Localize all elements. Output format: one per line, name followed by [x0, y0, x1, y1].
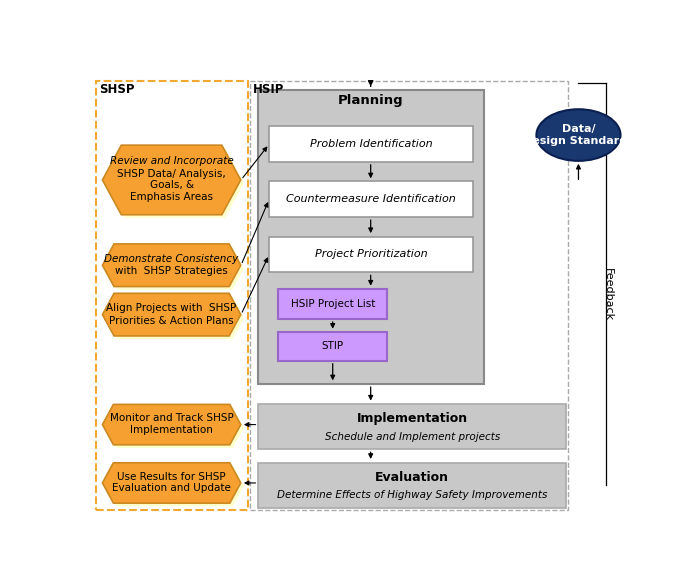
Text: Evaluation: Evaluation — [375, 470, 449, 484]
Text: Problem Identification: Problem Identification — [309, 139, 433, 149]
Polygon shape — [102, 293, 241, 336]
FancyBboxPatch shape — [258, 405, 566, 449]
FancyBboxPatch shape — [251, 81, 568, 510]
Text: with  SHSP Strategies: with SHSP Strategies — [116, 266, 228, 276]
Text: Use Results for SHSP: Use Results for SHSP — [118, 472, 226, 482]
Text: Schedule and Implement projects: Schedule and Implement projects — [325, 432, 500, 442]
Text: Countermeasure Identification: Countermeasure Identification — [286, 194, 456, 204]
Text: Demonstrate Consistency: Demonstrate Consistency — [104, 254, 239, 264]
FancyBboxPatch shape — [279, 332, 387, 361]
Polygon shape — [106, 148, 244, 218]
Polygon shape — [102, 145, 241, 215]
Text: SHSP Data/ Analysis,: SHSP Data/ Analysis, — [117, 168, 226, 178]
Text: Data/
Design Standards: Data/ Design Standards — [523, 124, 634, 146]
Text: Monitor and Track SHSP: Monitor and Track SHSP — [110, 413, 234, 423]
Text: Review and Incorporate: Review and Incorporate — [110, 156, 234, 166]
Polygon shape — [106, 408, 244, 448]
Text: Goals, &: Goals, & — [150, 180, 194, 190]
Text: Feedback: Feedback — [603, 268, 613, 321]
Polygon shape — [102, 463, 241, 503]
FancyBboxPatch shape — [270, 237, 472, 272]
Text: SHSP: SHSP — [99, 83, 135, 96]
Polygon shape — [102, 405, 241, 445]
Text: Implementation: Implementation — [130, 425, 213, 435]
Text: STIP: STIP — [321, 341, 344, 352]
Text: Project Prioritization: Project Prioritization — [314, 250, 427, 259]
FancyBboxPatch shape — [279, 289, 387, 319]
FancyBboxPatch shape — [270, 126, 472, 162]
Ellipse shape — [536, 109, 620, 161]
Text: Priorities & Action Plans: Priorities & Action Plans — [109, 316, 234, 326]
Polygon shape — [106, 466, 244, 506]
Polygon shape — [106, 247, 244, 290]
Polygon shape — [102, 244, 241, 287]
FancyBboxPatch shape — [258, 90, 484, 384]
FancyBboxPatch shape — [96, 81, 248, 510]
Text: HSIP: HSIP — [253, 83, 284, 96]
Text: Implementation: Implementation — [356, 412, 468, 425]
Text: Planning: Planning — [338, 93, 404, 107]
Text: Emphasis Areas: Emphasis Areas — [130, 192, 213, 202]
FancyBboxPatch shape — [258, 463, 566, 508]
Text: Evaluation and Update: Evaluation and Update — [112, 483, 231, 493]
Text: Align Projects with  SHSP: Align Projects with SHSP — [106, 303, 237, 313]
Polygon shape — [106, 296, 244, 339]
Text: Determine Effects of Highway Safety Improvements: Determine Effects of Highway Safety Impr… — [277, 490, 547, 500]
FancyBboxPatch shape — [270, 181, 472, 217]
Text: HSIP Project List: HSIP Project List — [290, 299, 375, 309]
